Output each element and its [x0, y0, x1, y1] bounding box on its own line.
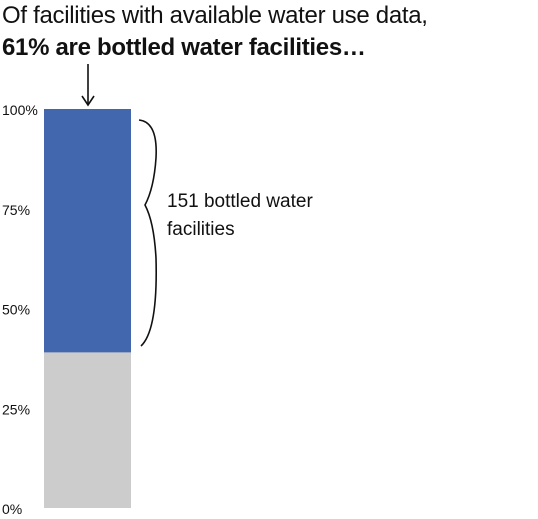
chart-title: Of facilities with available water use d…	[2, 0, 532, 64]
y-tick-label: 50%	[2, 302, 30, 318]
y-tick-label: 100%	[2, 102, 38, 118]
chart-title-line-1: Of facilities with available water use d…	[2, 2, 428, 29]
y-tick-label: 25%	[2, 401, 30, 417]
y-axis: 0% 25% 50% 75% 100%	[2, 102, 38, 517]
annotation-line-1: 151 bottled water	[167, 191, 313, 212]
y-tick-label: 75%	[2, 202, 30, 218]
annotation-label: 151 bottled water facilities	[167, 191, 318, 240]
annotation-line-2: facilities	[167, 219, 235, 240]
y-tick-label: 0%	[2, 501, 22, 517]
down-arrow-icon	[81, 64, 95, 107]
bar-segment-1	[44, 109, 131, 353]
curly-brace-icon	[138, 119, 158, 347]
bar-stack	[44, 109, 131, 508]
bar-segment-0	[44, 352, 131, 508]
chart-title-line-2: 61% are bottled water facilities…	[2, 34, 366, 61]
